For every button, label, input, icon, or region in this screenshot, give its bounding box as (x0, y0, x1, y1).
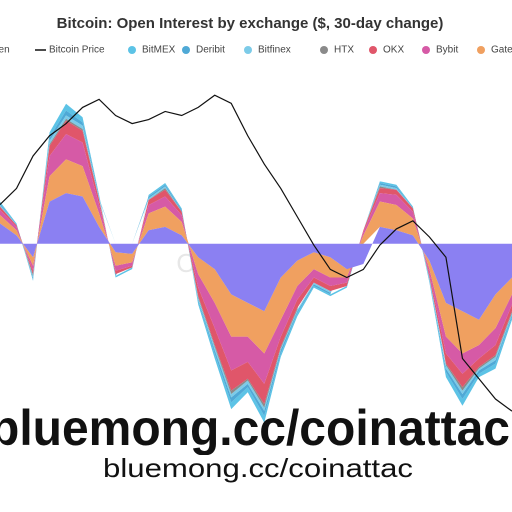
legend-marker (244, 46, 252, 54)
area (0, 193, 512, 320)
overlay-text: bluemong.cc/coinattac (0, 400, 510, 456)
chart-title: Bitcoin: Open Interest by exchange ($, 3… (57, 15, 444, 32)
legend-label: Deribit (196, 45, 225, 56)
legend-label: Bitfinex (258, 45, 291, 56)
legend-label: Bybit (436, 45, 458, 56)
legend-marker (320, 46, 328, 54)
legend-label: Bitcoin Price (49, 45, 105, 56)
legend-marker (182, 46, 190, 54)
legend-label: OKX (383, 45, 404, 56)
overlay-text: bluemong.cc/coinattac (103, 453, 413, 483)
price-line (0, 94, 512, 412)
legend-label: HTX (334, 45, 354, 56)
legend-marker (369, 46, 377, 54)
legend-label: Gate (491, 45, 512, 56)
overlay-box (100, 455, 418, 485)
area (0, 159, 512, 354)
area (0, 103, 512, 423)
area (0, 134, 512, 384)
legend-label: BitMEX (142, 45, 176, 56)
legend-label: aken (0, 45, 10, 56)
legend-marker (128, 46, 136, 54)
area (0, 120, 512, 405)
legend-marker (422, 46, 430, 54)
legend-marker (477, 46, 485, 54)
